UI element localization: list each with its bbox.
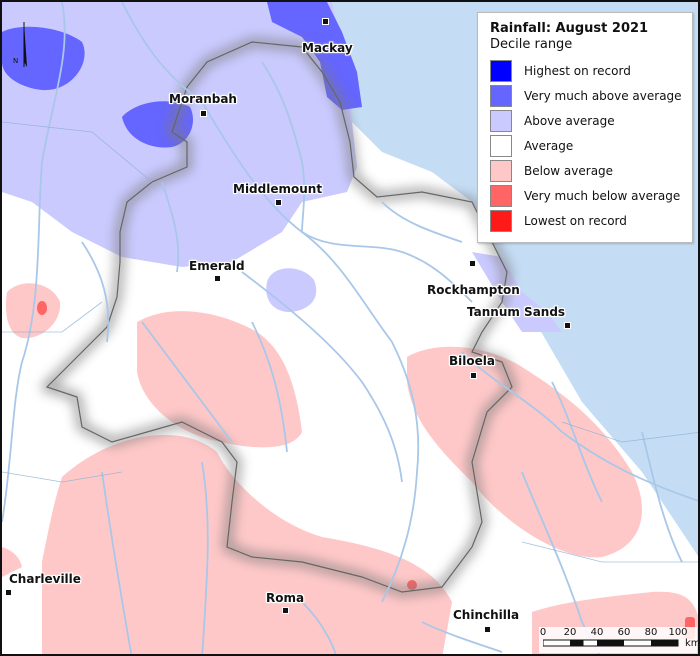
scale-bar: 0 20 40 60 80 100 km xyxy=(539,627,700,653)
town-label-biloela: Biloela xyxy=(449,354,495,368)
town-label-emerald: Emerald xyxy=(189,259,245,273)
map-legend: Rainfall: August 2021 Decile range Highe… xyxy=(477,12,693,243)
scale-bar-graphic xyxy=(543,639,679,647)
legend-swatch xyxy=(490,159,512,182)
north-letter: N xyxy=(13,57,19,65)
town-label-chinchilla: Chinchilla xyxy=(453,608,520,622)
scale-tick-label: 100 xyxy=(668,627,688,638)
emerald-marker xyxy=(214,275,221,282)
legend-swatch xyxy=(490,134,512,157)
legend-label: Below average xyxy=(524,163,614,178)
scale-tick-label: 60 xyxy=(617,627,631,638)
legend-swatch xyxy=(490,184,512,207)
biloela-marker xyxy=(470,372,477,379)
legend-subtitle: Decile range xyxy=(490,37,573,52)
town-label-tannum-sands: Tannum Sands xyxy=(467,305,566,319)
legend-label: Very much below average xyxy=(524,188,681,203)
legend-item: Below average xyxy=(490,158,692,183)
legend-label: Above average xyxy=(524,113,615,128)
town-label-roma: Roma xyxy=(266,591,305,605)
legend-label: Highest on record xyxy=(524,63,631,78)
north-arrow xyxy=(23,22,27,67)
legend-label: Very much above average xyxy=(524,88,682,103)
charleville-marker xyxy=(5,589,12,596)
legend-rows: Highest on record Very much above average… xyxy=(490,58,692,233)
legend-item: Very much below average xyxy=(490,183,692,208)
district-boundaries xyxy=(2,121,698,563)
middlemount-marker xyxy=(275,199,282,206)
legend-item: Lowest on record xyxy=(490,208,692,233)
roma-marker xyxy=(282,607,289,614)
legend-label: Lowest on record xyxy=(524,213,627,228)
above-average-region-emerald xyxy=(266,268,317,312)
catchment-boundary xyxy=(45,41,513,593)
scale-tick-label: 80 xyxy=(644,627,658,638)
legend-item: Above average xyxy=(490,108,692,133)
town-label-middlemount: Middlemount xyxy=(233,182,323,196)
very-much-above-region-mackay xyxy=(267,2,362,110)
chinchilla-marker xyxy=(484,626,491,633)
scale-tick-label: 40 xyxy=(590,627,604,638)
rockhampton-marker xyxy=(469,260,476,267)
below-average-region-southwest-edge xyxy=(2,547,22,577)
legend-swatch xyxy=(490,209,512,232)
town-label-rockhampton: Rockhampton xyxy=(427,283,520,297)
below-average-region-central xyxy=(137,311,302,448)
very-much-below-spot-west xyxy=(37,301,47,315)
legend-swatch xyxy=(490,84,512,107)
mackay-marker xyxy=(322,18,329,25)
moranbah-marker xyxy=(200,110,207,117)
legend-label: Average xyxy=(524,138,574,153)
legend-swatch xyxy=(490,109,512,132)
below-average-region-southwest xyxy=(42,434,452,654)
town-label-charleville: Charleville xyxy=(9,572,81,586)
legend-item: Highest on record xyxy=(490,58,692,83)
town-label-moranbah: Moranbah xyxy=(169,92,237,106)
above-average-region-coast xyxy=(472,252,562,332)
tannum-sands-marker xyxy=(564,322,571,329)
town-label-mackay: Mackay xyxy=(302,41,353,55)
legend-title: Rainfall: August 2021 xyxy=(490,21,649,36)
legend-swatch xyxy=(490,59,512,82)
scale-tick-label: 0 xyxy=(539,627,547,638)
legend-item: Average xyxy=(490,133,692,158)
legend-item: Very much above average xyxy=(490,83,692,108)
scale-unit: km xyxy=(685,638,700,649)
below-average-region-biloela xyxy=(407,346,642,558)
scale-tick-label: 20 xyxy=(563,627,577,638)
